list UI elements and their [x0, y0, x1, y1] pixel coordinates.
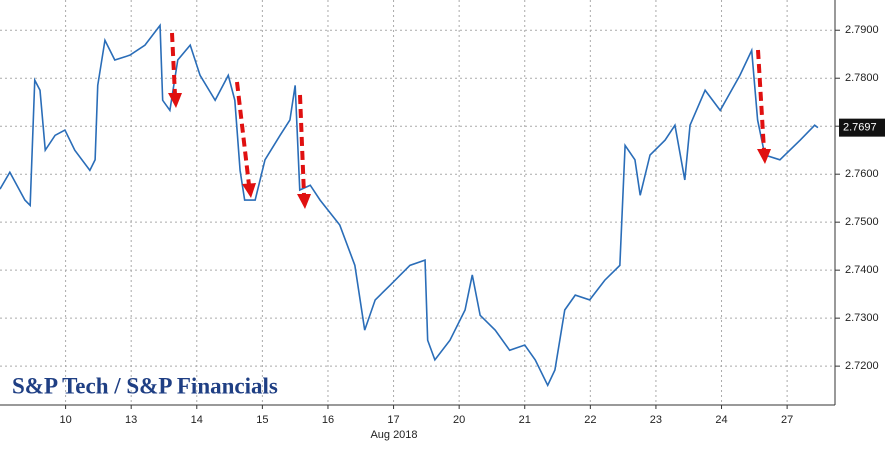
arrow-head: [297, 194, 311, 209]
y-tick-label: 2.7900: [845, 24, 879, 36]
x-tick-label: 10: [59, 414, 71, 426]
arrow-head: [242, 183, 256, 198]
price-line: [0, 23, 819, 388]
x-tick-label: 14: [191, 414, 203, 426]
x-tick-label: 16: [322, 414, 334, 426]
arrow: [298, 94, 306, 196]
x-axis-label: Aug 2018: [370, 429, 417, 441]
arrow-head: [757, 149, 771, 164]
x-tick-label: 20: [453, 414, 465, 426]
y-tick-label: 2.7300: [845, 312, 879, 324]
x-tick-label: 22: [584, 414, 596, 426]
x-tick-label: 24: [715, 414, 727, 426]
y-tick-label: 2.7600: [845, 168, 879, 180]
x-tick-label: 23: [650, 414, 662, 426]
last-price-label: 2.7697: [843, 122, 877, 134]
x-tick-label: 13: [125, 414, 137, 426]
x-tick-label: 27: [781, 414, 793, 426]
x-tick-label: 21: [519, 414, 531, 426]
annotation-arrows: [168, 32, 771, 209]
y-tick-label: 2.7400: [845, 264, 879, 276]
y-tick-label: 2.7800: [845, 72, 879, 84]
x-tick-label: 15: [256, 414, 268, 426]
y-tick-label: 2.7500: [845, 216, 879, 228]
chart-title: S&P Tech / S&P Financials: [12, 373, 278, 398]
arrow-head: [168, 93, 182, 108]
arrow: [756, 49, 766, 151]
y-tick-label: 2.7200: [845, 360, 879, 372]
last-price-box: [839, 118, 885, 137]
x-tick-label: 17: [387, 414, 399, 426]
arrow: [170, 32, 177, 96]
arrow: [235, 81, 251, 186]
